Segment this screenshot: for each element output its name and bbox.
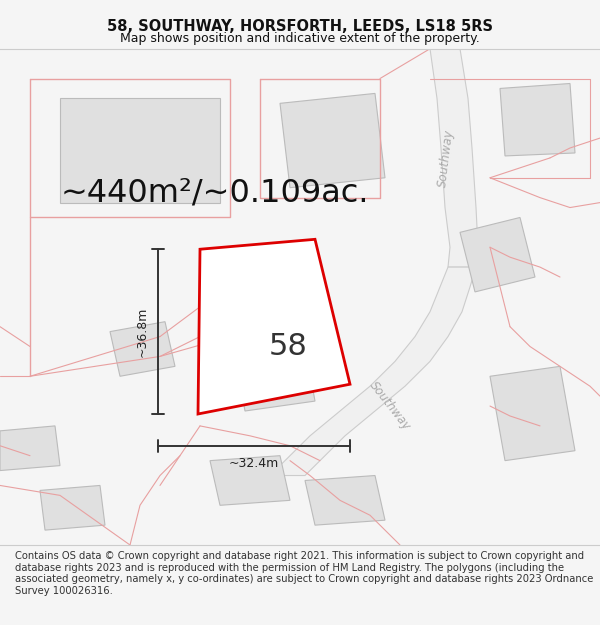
Text: 58, SOUTHWAY, HORSFORTH, LEEDS, LS18 5RS: 58, SOUTHWAY, HORSFORTH, LEEDS, LS18 5RS bbox=[107, 19, 493, 34]
Polygon shape bbox=[270, 267, 476, 476]
Polygon shape bbox=[490, 366, 575, 461]
Polygon shape bbox=[460, 217, 535, 292]
Polygon shape bbox=[430, 49, 478, 267]
Text: ~36.8m: ~36.8m bbox=[136, 306, 149, 357]
Polygon shape bbox=[235, 346, 315, 411]
Text: Contains OS data © Crown copyright and database right 2021. This information is : Contains OS data © Crown copyright and d… bbox=[15, 551, 593, 596]
Text: 58: 58 bbox=[269, 332, 307, 361]
Text: Southway: Southway bbox=[436, 128, 456, 188]
Polygon shape bbox=[198, 239, 350, 414]
Polygon shape bbox=[0, 426, 60, 471]
Text: ~32.4m: ~32.4m bbox=[229, 457, 279, 470]
Polygon shape bbox=[60, 98, 220, 202]
Polygon shape bbox=[110, 322, 175, 376]
Polygon shape bbox=[500, 84, 575, 156]
Text: Southway: Southway bbox=[367, 379, 413, 433]
Polygon shape bbox=[210, 456, 290, 505]
Text: ~440m²/~0.109ac.: ~440m²/~0.109ac. bbox=[61, 177, 369, 208]
Polygon shape bbox=[40, 486, 105, 530]
Text: Map shows position and indicative extent of the property.: Map shows position and indicative extent… bbox=[120, 32, 480, 45]
Polygon shape bbox=[280, 93, 385, 188]
Polygon shape bbox=[305, 476, 385, 525]
